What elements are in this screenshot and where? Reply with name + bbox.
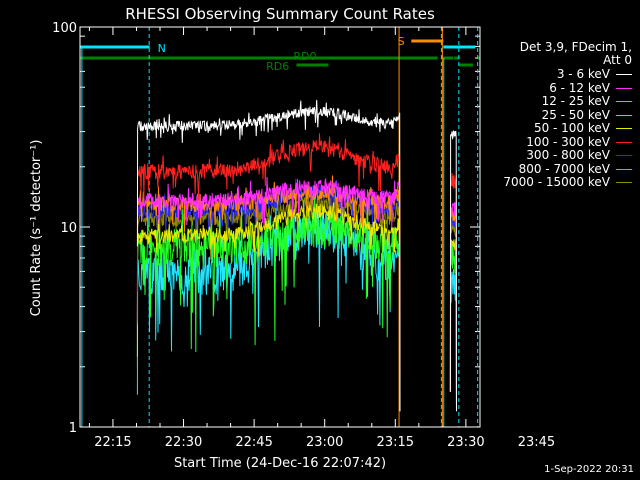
series-line <box>449 212 457 412</box>
series-line <box>136 133 401 412</box>
legend-label: 25 - 50 keV <box>541 107 610 122</box>
x-tick-label: 22:30 <box>165 435 202 450</box>
y-axis-label: Count Rate (s⁻¹ detector⁻¹) <box>29 140 44 317</box>
legend-item: 50 - 100 keV <box>534 121 632 135</box>
series-line <box>449 173 457 412</box>
legend-swatch <box>616 155 632 156</box>
x-tick-label: 23:15 <box>377 435 414 450</box>
legend-label: 6 - 12 keV <box>549 80 610 95</box>
render-timestamp: 1-Sep-2022 20:31 <box>544 464 634 475</box>
legend-item: 25 - 50 keV <box>542 108 632 122</box>
legend-label: 12 - 25 keV <box>541 94 610 108</box>
plot-frame <box>79 26 481 428</box>
legend-item: 7000 - 15000 keV <box>503 175 632 189</box>
x-tick-label: 23:30 <box>447 435 484 450</box>
y-tick-label: 100 <box>52 21 77 36</box>
x-tick-label: 22:15 <box>94 435 131 450</box>
series-line <box>136 99 401 412</box>
y-tick-label: 1 <box>69 421 77 436</box>
legend-swatch <box>616 141 632 143</box>
legend-item: 12 - 25 keV <box>542 94 632 108</box>
legend-swatch <box>616 74 632 75</box>
series-line <box>449 201 457 412</box>
y-tick-label: 10 <box>60 221 77 236</box>
legend-header-line: Att 0 <box>603 53 632 67</box>
legend-label: 3 - 6 keV <box>556 67 610 81</box>
legend-swatch <box>616 87 632 89</box>
legend-swatch <box>616 168 632 170</box>
flag-label-rd6: RD6 <box>266 60 289 73</box>
legend-item: 100 - 300 keV <box>526 135 632 149</box>
legend-label: 800 - 7000 keV <box>518 161 610 176</box>
legend-label: 7000 - 15000 keV <box>503 175 610 189</box>
flag-label-s: S <box>398 35 405 48</box>
legend-swatch <box>616 128 632 129</box>
legend-swatch <box>616 101 632 102</box>
legend-label: 300 - 800 keV <box>526 148 610 162</box>
series-line <box>136 178 401 412</box>
legend-header-line: Det 3,9, FDecim 1, <box>519 40 632 54</box>
flag-label-rd0: RD0 <box>293 50 316 63</box>
series-line <box>449 239 457 412</box>
series-line <box>449 266 457 412</box>
series-line <box>449 239 457 412</box>
series-line <box>449 130 457 412</box>
legend-item: 800 - 7000 keV <box>519 162 632 176</box>
legend-swatch <box>616 114 632 116</box>
legend-item: 300 - 800 keV <box>526 148 632 162</box>
x-tick-label: 23:00 <box>306 435 343 450</box>
legend-swatch <box>616 182 632 183</box>
x-tick-label: 22:45 <box>235 435 272 450</box>
series-line <box>449 206 457 412</box>
legend-label: 50 - 100 keV <box>533 121 610 135</box>
legend-label: 100 - 300 keV <box>526 134 610 149</box>
x-tick-label: 23:45 <box>518 435 555 450</box>
legend-item: 3 - 6 keV <box>557 67 632 81</box>
x-axis-label: Start Time (24-Dec-16 22:07:42) <box>174 456 386 471</box>
series-line <box>136 202 401 412</box>
legend-item: 6 - 12 keV <box>549 81 632 95</box>
chart-title: RHESSI Observing Summary Count Rates <box>125 5 435 23</box>
series-line <box>136 176 401 412</box>
flag-label-n: N <box>158 42 166 55</box>
